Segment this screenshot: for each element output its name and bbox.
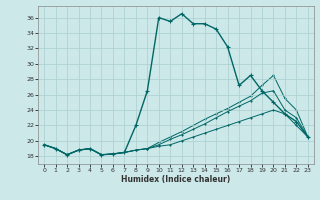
X-axis label: Humidex (Indice chaleur): Humidex (Indice chaleur) — [121, 175, 231, 184]
